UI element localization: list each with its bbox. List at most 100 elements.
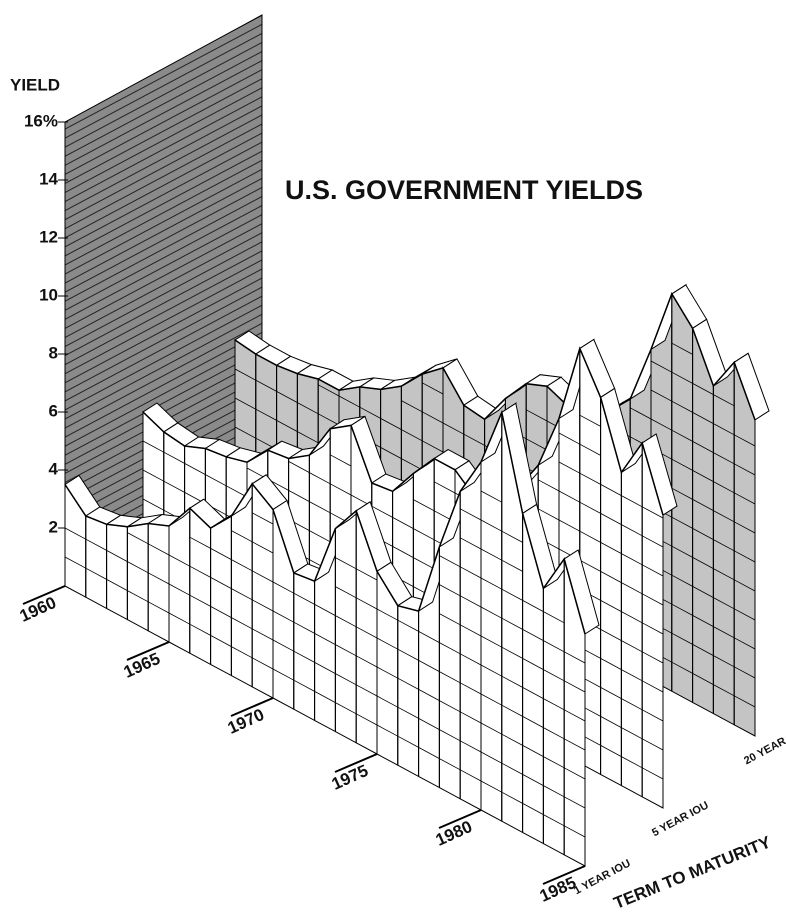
ribbon-grid	[460, 682, 482, 695]
ribbon-grid	[314, 662, 336, 674]
ribbon-grid	[480, 519, 502, 532]
ribbon-grid	[255, 408, 277, 421]
ribbon-grid	[434, 481, 456, 494]
ribbon-grid	[418, 718, 440, 730]
ribbon-grid	[413, 499, 435, 512]
y-tick-label: 2	[49, 517, 58, 536]
ribbon-grid	[460, 711, 482, 724]
ribbon-face	[397, 605, 420, 778]
ribbon-grid	[671, 603, 693, 616]
ribbon-grid	[543, 640, 565, 653]
x-tick	[126, 641, 170, 661]
ribbon-grid	[526, 438, 548, 451]
ribbon-grid	[397, 706, 419, 719]
ribbon-grid	[564, 767, 586, 780]
ribbon-grid	[460, 769, 482, 782]
ribbon-grid	[600, 542, 622, 554]
ribbon-grid	[106, 579, 128, 591]
ribbon-grid	[692, 673, 714, 685]
ribbon-grid	[543, 611, 565, 624]
ribbon-grid	[148, 543, 170, 556]
ribbon-grid	[330, 454, 352, 467]
ribbon-grid	[642, 535, 664, 548]
ribbon-grid	[522, 658, 544, 670]
ribbon-grid	[252, 599, 274, 612]
ribbon-grid	[564, 796, 586, 809]
ribbon-grid	[330, 483, 352, 496]
ribbon-grid	[460, 508, 482, 521]
ribbon-grid	[64, 527, 86, 540]
ribbon-grid	[671, 632, 693, 645]
ribbon-grid	[335, 673, 357, 686]
ribbon-grid	[621, 611, 643, 624]
ribbon-grid	[734, 434, 756, 447]
ribbon-face	[189, 507, 212, 666]
ribbon-grid	[480, 490, 502, 503]
ribbon-face	[620, 441, 643, 798]
ribbon-grid	[650, 389, 672, 402]
ribbon-grid	[671, 458, 693, 471]
ribbon-grid	[142, 469, 164, 482]
ribbon-grid	[579, 414, 601, 427]
ribbon-top-line	[234, 292, 756, 427]
ribbon-grid	[543, 698, 565, 711]
ribbon-grid	[148, 572, 170, 585]
ribbon-grid	[401, 458, 423, 471]
ribbon-grid	[127, 590, 149, 603]
ribbon-grid	[297, 402, 319, 415]
ribbon-grid	[205, 474, 227, 487]
ribbon-grid	[501, 559, 523, 572]
ribbon-grid	[642, 506, 664, 519]
ribbon-grid	[252, 657, 274, 670]
ribbon-grid	[579, 559, 601, 572]
ribbon-grid	[501, 646, 523, 659]
ribbon-grid	[401, 400, 423, 413]
ribbon-grid	[579, 501, 601, 514]
ribbon-face	[126, 522, 149, 632]
ribbon-grid	[692, 644, 714, 656]
ribbon-grid	[692, 470, 714, 482]
ribbon-grid	[463, 433, 485, 446]
ribbon-grid	[168, 554, 190, 567]
ribbon-grid	[692, 383, 714, 395]
y-tick-label: 16%	[24, 111, 58, 130]
ribbon-grid	[526, 409, 548, 422]
ribbon-grid	[480, 693, 502, 706]
ribbon-grid	[642, 622, 664, 635]
ribbon-grid	[210, 548, 232, 560]
ribbon-grid	[558, 490, 580, 503]
y-tick-label: 6	[49, 401, 58, 420]
ribbon-grid	[318, 384, 340, 397]
ribbon-grid	[501, 530, 523, 543]
ribbon-grid	[543, 669, 565, 682]
x-tick-label: 1970	[225, 705, 267, 738]
ribbon-grid	[713, 684, 735, 697]
ribbon-grid	[480, 664, 502, 677]
y-tick-label: 14	[39, 169, 58, 188]
ribbon-grid	[692, 557, 714, 569]
ribbon-grid	[189, 594, 211, 607]
ribbon-grid	[642, 709, 664, 722]
ribbon-grid	[189, 623, 211, 636]
ribbon-grid	[501, 762, 523, 775]
ribbon-grid	[418, 660, 440, 672]
ribbon-grid	[439, 671, 461, 684]
ribbon-grid	[376, 724, 398, 737]
ribbon-grid	[692, 441, 714, 453]
ribbon-grid	[671, 429, 693, 442]
ribbon-grid	[734, 666, 756, 679]
ribbon-grid	[642, 593, 664, 606]
ribbon-grid	[231, 559, 253, 572]
ribbon-grid	[293, 621, 315, 634]
ribbon-grid	[335, 586, 357, 599]
ribbon-grid	[288, 461, 310, 473]
ribbon-grid	[692, 412, 714, 424]
ribbon-grid	[252, 512, 274, 525]
ribbon-grid	[713, 597, 735, 610]
ribbon-grid	[692, 499, 714, 511]
ribbon-grid	[442, 422, 464, 435]
ribbon-grid	[460, 566, 482, 579]
ribbon-grid	[422, 411, 444, 424]
ribbon-grid	[309, 530, 331, 543]
ribbon-grid	[231, 588, 253, 601]
